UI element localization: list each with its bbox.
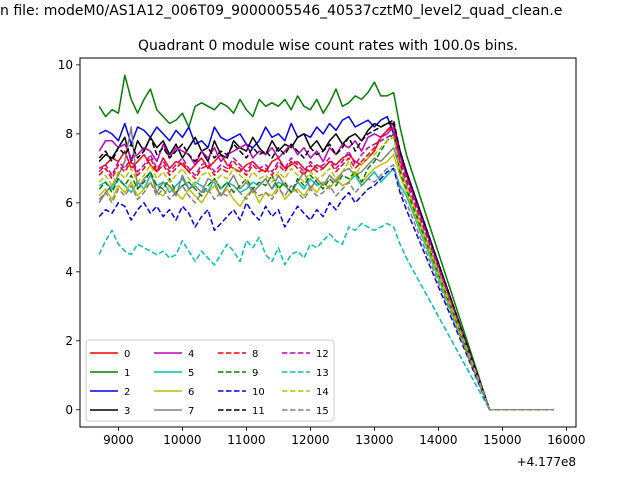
legend-label-9: 9 — [252, 368, 258, 379]
legend-box — [85, 339, 335, 422]
plot-frame — [79, 57, 577, 428]
x-axis: 9000 10000 11000 12000 13000 14000 15000 16000 — [103, 427, 585, 447]
legend-label-8: 8 — [252, 349, 258, 360]
legend-label-3: 3 — [124, 406, 130, 417]
legend-label-13: 13 — [316, 368, 329, 379]
figure-suptitle: n file: modeM0/AS1A12_006T09_9000005546_… — [0, 3, 562, 19]
x-tick-label: 15000 — [483, 433, 521, 447]
x-tick-label: 12000 — [291, 433, 329, 447]
y-axis: 0 2 4 6 8 10 — [58, 58, 80, 417]
y-tick-label: 6 — [65, 196, 73, 210]
legend-label-0: 0 — [124, 349, 130, 360]
x-tick-label: 16000 — [547, 433, 585, 447]
x-tick-label: 13000 — [355, 433, 393, 447]
y-tick-label: 2 — [65, 334, 73, 348]
series-line-15 — [98, 164, 554, 411]
y-tick-label: 10 — [58, 58, 73, 72]
x-tick-label: 9000 — [103, 433, 134, 447]
x-axis-offset-label: +4.177e8 — [517, 455, 576, 469]
legend-label-15: 15 — [316, 406, 329, 417]
x-tick-label: 14000 — [419, 433, 457, 447]
legend-label-1: 1 — [124, 368, 130, 379]
y-tick-label: 4 — [65, 265, 73, 279]
legend-label-2: 2 — [124, 387, 130, 398]
legend-label-14: 14 — [316, 387, 329, 398]
legend-label-6: 6 — [188, 387, 194, 398]
series-layer — [98, 74, 554, 411]
y-tick-label: 0 — [65, 403, 73, 417]
y-tick-label: 8 — [65, 127, 73, 141]
x-tick-label: 10000 — [163, 433, 201, 447]
legend-label-5: 5 — [188, 368, 194, 379]
legend-label-10: 10 — [252, 387, 265, 398]
chart-title: Quadrant 0 module wise count rates with … — [138, 38, 518, 54]
legend-label-12: 12 — [316, 349, 329, 360]
legend-label-4: 4 — [188, 349, 194, 360]
legend-label-7: 7 — [188, 406, 194, 417]
series-line-10 — [98, 167, 554, 411]
x-tick-label: 11000 — [227, 433, 265, 447]
series-line-14 — [98, 136, 554, 411]
legend-label-11: 11 — [252, 406, 265, 417]
